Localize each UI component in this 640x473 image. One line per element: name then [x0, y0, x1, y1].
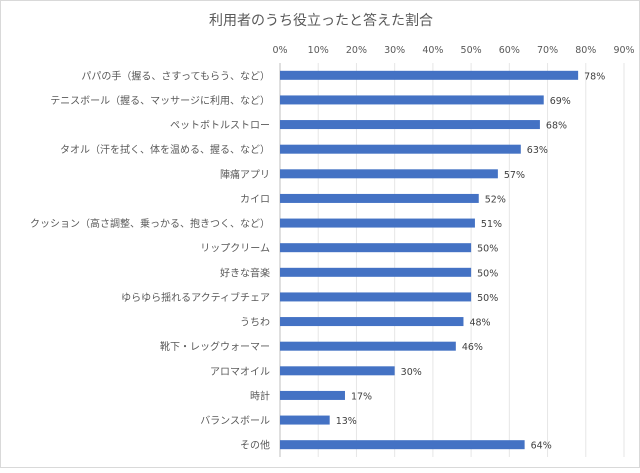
x-tick-label: 70%	[537, 45, 558, 56]
data-label: 63%	[527, 145, 548, 156]
x-tick-label: 30%	[384, 45, 405, 56]
category-label: テニスボール（握る、マッサージに利用、など）	[50, 94, 270, 107]
category-label: タオル（汗を拭く、体を温める、握る、など）	[60, 143, 270, 156]
bar	[280, 120, 540, 130]
category-label: 陣痛アプリ	[220, 168, 270, 181]
data-label: 50%	[477, 293, 498, 304]
bar	[280, 292, 472, 302]
category-label: うちわ	[240, 317, 270, 329]
x-tick-label: 50%	[461, 45, 482, 56]
category-label: 時計	[250, 389, 270, 402]
bar	[280, 366, 395, 376]
x-tick-label: 60%	[499, 45, 520, 56]
category-label: アロマオイル	[210, 366, 270, 378]
data-label: 50%	[477, 244, 498, 255]
bar	[280, 440, 525, 450]
bar	[280, 415, 330, 425]
data-label: 68%	[546, 121, 567, 132]
bar	[280, 218, 475, 228]
bar	[280, 144, 521, 154]
data-label: 30%	[401, 367, 422, 378]
category-label: 好きな音楽	[220, 266, 270, 279]
data-label: 48%	[469, 318, 490, 329]
bar	[280, 95, 544, 105]
data-label: 78%	[584, 71, 605, 82]
data-label: 51%	[481, 219, 502, 230]
category-label: その他	[240, 439, 270, 452]
category-label: クッション（高さ調整、乗っかる、抱きつく、など）	[30, 217, 270, 230]
bar	[280, 169, 498, 179]
category-label: カイロ	[240, 193, 270, 205]
data-label: 46%	[462, 342, 483, 353]
category-label: 靴下・レッグウォーマー	[160, 340, 270, 353]
chart-title: 利用者のうち役立ったと答えた割合	[209, 12, 433, 29]
x-tick-label: 40%	[422, 45, 443, 56]
x-tick-label: 10%	[308, 45, 329, 56]
data-label: 69%	[550, 96, 571, 107]
category-label: バランスボール	[200, 415, 270, 427]
data-label: 64%	[531, 441, 552, 452]
bar	[280, 341, 456, 351]
category-label: リップクリーム	[200, 243, 270, 255]
data-label: 17%	[351, 391, 372, 402]
x-tick-label: 20%	[346, 45, 367, 56]
bar	[280, 390, 345, 400]
bar	[280, 243, 472, 253]
data-label: 50%	[477, 268, 498, 279]
bar	[280, 267, 472, 277]
x-tick-label: 0%	[272, 45, 287, 56]
category-label: ペットボトルストロー	[170, 120, 270, 132]
category-label: ゆらゆら揺れるアクティブチェア	[121, 291, 270, 304]
data-label: 13%	[336, 416, 357, 427]
bar	[280, 193, 479, 203]
bar	[280, 70, 579, 80]
bar	[280, 317, 464, 327]
category-label: パパの手（握る、さすってもらう、など）	[81, 69, 270, 82]
x-tick-label: 90%	[613, 45, 634, 56]
data-label: 57%	[504, 170, 525, 181]
x-tick-label: 80%	[575, 45, 596, 56]
data-label: 52%	[485, 194, 506, 205]
